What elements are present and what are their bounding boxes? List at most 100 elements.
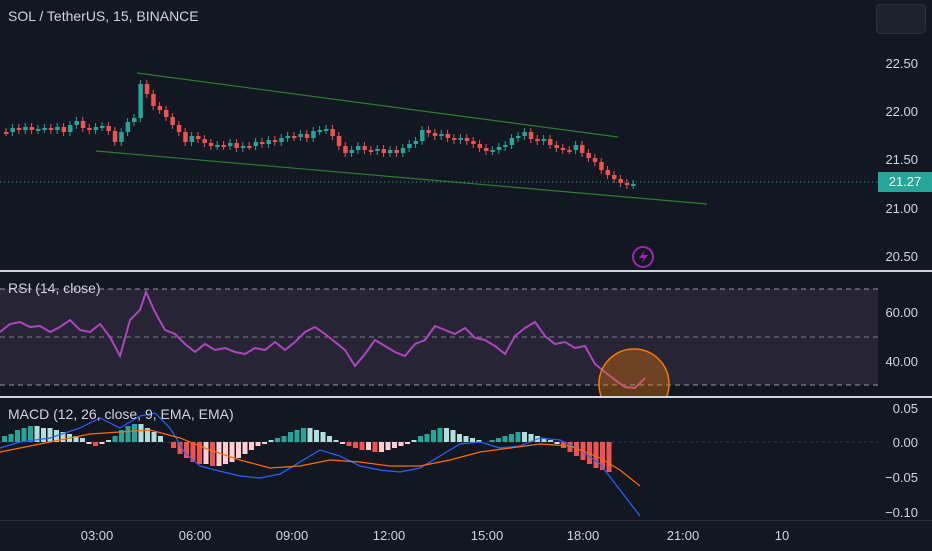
histogram-bar [151, 432, 157, 442]
macd-svg [0, 412, 878, 517]
histogram-bar [138, 424, 144, 442]
candle-body [106, 126, 111, 131]
candle-body [247, 146, 252, 148]
histogram-bar [210, 442, 215, 466]
histogram-bar [21, 428, 27, 442]
histogram-bar [392, 442, 397, 448]
candle-body [349, 150, 355, 153]
candle-body [541, 139, 547, 141]
candle-body [100, 126, 105, 128]
settings-button[interactable] [876, 4, 926, 34]
histogram-bar [398, 442, 404, 446]
histogram-bar [28, 426, 33, 442]
candle-body [631, 184, 636, 186]
histogram-bar [236, 442, 241, 458]
histogram-bar [444, 428, 449, 442]
histogram-bar [515, 432, 521, 442]
candle-body [157, 106, 163, 110]
time-axis[interactable] [0, 520, 932, 551]
oversold-highlight [598, 348, 670, 396]
price-chart-svg [0, 72, 878, 268]
histogram-bar [262, 442, 267, 444]
histogram-bar [314, 430, 319, 442]
candle-body [432, 133, 438, 136]
rsi-tick: 40.00 [885, 354, 918, 369]
candle-body [490, 150, 495, 152]
histogram-bar [470, 438, 475, 442]
candle-body [93, 127, 99, 130]
candle-body [228, 143, 233, 146]
histogram-bar [567, 442, 573, 452]
rsi-legend: RSI (14, close) [8, 280, 101, 296]
candles-group [4, 80, 636, 189]
histogram-bar [476, 440, 482, 442]
candle-body [336, 136, 342, 146]
histogram-bar [80, 438, 85, 442]
histogram-bar [132, 424, 137, 442]
time-tick: 15:00 [470, 528, 504, 543]
price-tick: 21.50 [885, 152, 918, 167]
macd-legend: MACD (12, 26, close, 9, EMA, EMA) [8, 406, 234, 422]
current-price-tag: 21.27 [878, 172, 932, 192]
candle-body [208, 143, 214, 146]
candle-body [119, 132, 124, 142]
histogram-bar [60, 432, 66, 442]
histogram-bar [106, 440, 111, 442]
candle-body [407, 144, 412, 148]
rsi-pane[interactable]: RSI (14, close) 60.00 40.00 [0, 272, 932, 396]
lightning-icon[interactable] [632, 246, 654, 268]
macd-tick: 0.05 [892, 401, 918, 416]
candle-body [612, 175, 617, 179]
histogram-bar [203, 442, 209, 464]
candle-body [304, 134, 310, 138]
candle-body [496, 147, 502, 150]
candle-body [452, 138, 457, 140]
histogram-bar [346, 442, 352, 446]
candle-body [215, 145, 220, 147]
candle-body [170, 117, 175, 125]
pane-divider[interactable] [0, 396, 932, 398]
histogram-bar [197, 442, 202, 464]
histogram-bar [431, 430, 436, 442]
candle-body [87, 128, 92, 130]
candle-body [375, 149, 380, 151]
candle-body [528, 132, 534, 139]
histogram-bar [112, 436, 118, 442]
histogram-bar [145, 428, 150, 442]
rsi-band [0, 289, 878, 385]
histogram-bar [190, 442, 196, 462]
macd-tick: −0.10 [885, 505, 918, 520]
macd-pane[interactable]: MACD (12, 26, close, 9, EMA, EMA) 0.05 0… [0, 398, 932, 520]
candle-body [554, 145, 559, 148]
price-tick: 20.50 [885, 249, 918, 264]
histogram-bar [301, 428, 306, 442]
candle-body [618, 179, 623, 183]
price-tick: 21.00 [885, 201, 918, 216]
candle-body [343, 146, 348, 153]
price-pane[interactable]: SOL / TetherUS, 15, BINANCE 22.50 22.00 … [0, 0, 932, 270]
rsi-tick: 60.00 [885, 305, 918, 320]
candle-body [183, 132, 188, 142]
candle-body [10, 128, 15, 132]
candle-body [573, 145, 579, 150]
candle-body [112, 131, 118, 142]
candle-body [292, 136, 297, 138]
histogram-bar [333, 440, 339, 442]
histogram-bar [223, 442, 228, 464]
histogram-bar [307, 428, 313, 442]
candle-body [624, 183, 630, 185]
histogram-bar [242, 442, 248, 454]
candle-body [266, 140, 271, 144]
histogram-bar [450, 430, 456, 442]
candle-body [426, 130, 431, 133]
candle-body [464, 138, 470, 141]
candle-body [42, 128, 47, 130]
histogram-bar [424, 434, 430, 442]
histogram-bar [119, 430, 124, 442]
candle-body [477, 144, 483, 148]
pane-divider[interactable] [0, 270, 932, 272]
histogram-bar [411, 440, 417, 442]
candle-body [176, 125, 182, 132]
candle-body [189, 136, 195, 142]
time-tick: 06:00 [178, 528, 212, 543]
